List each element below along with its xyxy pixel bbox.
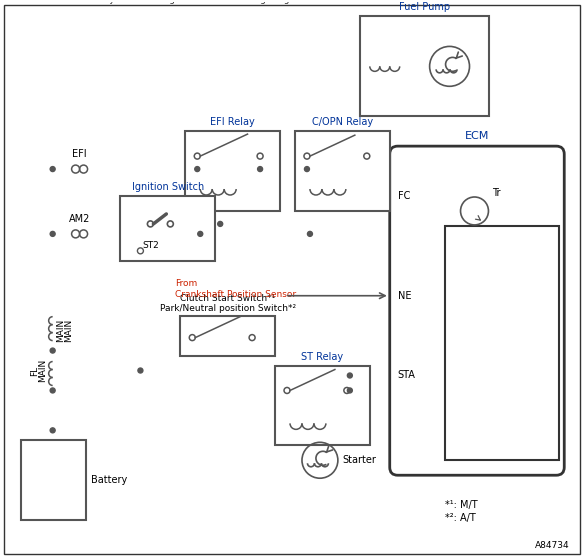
Text: C/OPN Relay: C/OPN Relay [312,117,373,127]
Text: Starter: Starter [343,455,377,465]
Text: FC: FC [398,191,410,201]
Circle shape [218,222,223,226]
Circle shape [50,388,55,393]
Text: Toyota Corolla Ignition Switch Wiring Diagram: Toyota Corolla Ignition Switch Wiring Di… [100,0,308,3]
Text: Park/Neutral position Switch*²: Park/Neutral position Switch*² [159,304,296,312]
Circle shape [50,231,55,236]
Text: NE: NE [398,291,411,301]
Circle shape [50,428,55,433]
Text: Ignition Switch: Ignition Switch [132,182,204,192]
Bar [185,131,280,211]
Circle shape [50,167,55,172]
Text: Fuel Pump: Fuel Pump [399,2,450,12]
Text: Crankshaft Position Sensor: Crankshaft Position Sensor [175,290,297,299]
Text: MAIN: MAIN [56,319,65,342]
Circle shape [258,167,263,172]
Bar [275,365,370,445]
Text: From: From [175,279,197,289]
Text: MAIN: MAIN [64,319,73,342]
Bar [120,196,215,261]
Circle shape [198,231,203,236]
Bar [360,17,489,116]
Circle shape [307,231,312,236]
Text: Battery: Battery [91,475,127,485]
Text: ST Relay: ST Relay [301,351,343,361]
Text: FL: FL [30,365,39,375]
Text: EFI Relay: EFI Relay [210,117,255,127]
Text: ST2: ST2 [142,241,159,250]
Text: *²: A/T: *²: A/T [444,513,475,523]
Bar [295,131,390,211]
Text: STA: STA [398,370,416,380]
Text: MAIN: MAIN [38,359,47,382]
Circle shape [304,167,310,172]
Circle shape [50,348,55,353]
Text: *¹: M/T: *¹: M/T [444,500,477,510]
FancyBboxPatch shape [390,146,564,475]
Text: AM2: AM2 [69,214,91,224]
Circle shape [347,373,352,378]
Text: A84734: A84734 [534,541,569,550]
Circle shape [195,167,200,172]
Circle shape [347,388,352,393]
Text: ECM: ECM [465,131,489,141]
Bar [180,316,275,355]
Bar [21,441,86,520]
Circle shape [138,368,143,373]
Text: Tr: Tr [492,188,501,198]
Text: Clutch Start Switch*¹: Clutch Start Switch*¹ [180,294,275,302]
Text: EFI: EFI [72,149,87,159]
Bar [444,226,559,460]
